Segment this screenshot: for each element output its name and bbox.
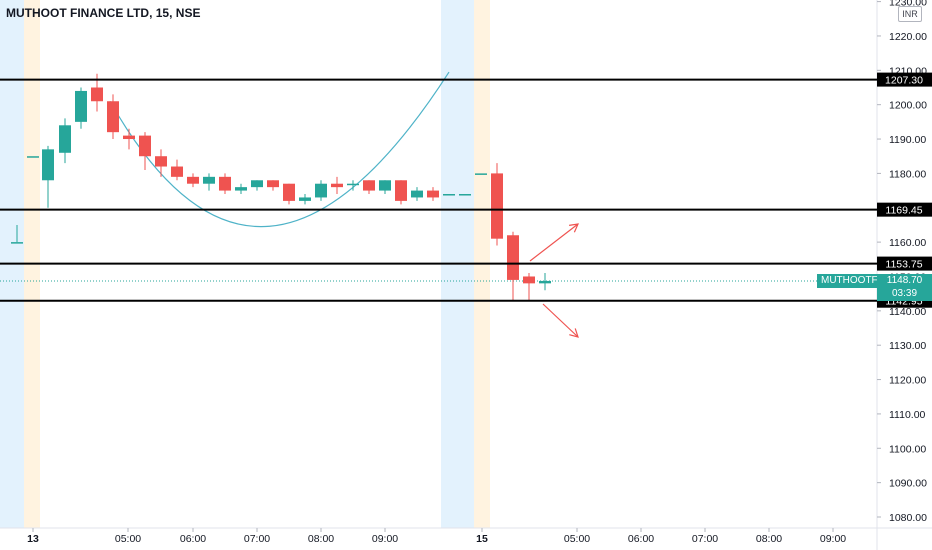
candle-body: [443, 194, 455, 196]
candle-body: [459, 194, 471, 196]
candle-body: [251, 180, 263, 188]
candle-body: [219, 176, 231, 191]
arrow-down-head: [569, 328, 579, 338]
candle-body: [427, 190, 439, 198]
y-tick-label: 1090.00: [889, 478, 927, 490]
candle-body: [523, 276, 535, 284]
x-tick-label: 05:00: [115, 533, 141, 545]
y-tick-label: 1130.00: [889, 340, 926, 352]
chart-title: MUTHOOT FINANCE LTD, 15, NSE: [6, 6, 201, 20]
arrow-up-head: [569, 223, 579, 233]
current-price-label: 1148.70 03:39: [877, 274, 932, 301]
candle-body: [283, 183, 295, 201]
x-tick-label: 07:00: [692, 533, 718, 545]
x-tick-label: 07:00: [244, 533, 270, 545]
arrow-up: [529, 223, 579, 262]
x-tick-label: 08:00: [308, 533, 334, 545]
arrow-down: [542, 303, 579, 338]
candle-body: [75, 90, 87, 122]
x-tick-label: 05:00: [564, 533, 590, 545]
y-tick-label: 1180.00: [889, 168, 926, 180]
candle-body: [171, 166, 183, 177]
y-tick-label: 1230.00: [889, 0, 927, 9]
candle-body: [411, 190, 423, 198]
candle-body: [203, 176, 215, 184]
level-label: 1207.30: [885, 75, 923, 87]
candle-body: [331, 183, 343, 188]
candle-body: [235, 187, 247, 191]
level-label-bg: [877, 202, 932, 217]
candle-body: [491, 173, 503, 239]
y-tick-label: 1080.00: [889, 512, 927, 524]
candle-body: [347, 183, 359, 186]
x-tick-label: 06:00: [628, 533, 654, 545]
candle-body: [187, 176, 199, 184]
x-tick-label: 09:00: [372, 533, 398, 545]
parabolic-curve: [109, 71, 450, 228]
y-tick-label: 1100.00: [889, 443, 926, 455]
candle-body: [27, 156, 39, 158]
level-label-bg: [877, 256, 932, 271]
candle-body: [507, 235, 519, 280]
y-tick-label: 1200.00: [889, 100, 927, 112]
candle-body: [379, 180, 391, 191]
candle-body: [11, 242, 23, 244]
level-label: 1169.45: [885, 205, 922, 217]
candle-body: [363, 180, 375, 191]
y-tick-label: 1120.00: [889, 375, 926, 387]
y-tick-label: 1140.00: [889, 306, 926, 318]
candle-body: [91, 87, 103, 102]
y-tick-label: 1220.00: [889, 31, 927, 43]
candle-body: [155, 156, 167, 167]
candle-body: [59, 125, 71, 153]
current-price-value: 1148.70: [886, 275, 923, 286]
candle-body: [539, 280, 551, 284]
x-tick-label: 15: [476, 533, 488, 545]
candle-body: [42, 149, 54, 181]
x-tick-label: 06:00: [180, 533, 206, 545]
candle-body: [139, 135, 151, 157]
level-label: 1153.75: [885, 259, 922, 271]
x-tick-label: 09:00: [820, 533, 846, 545]
y-tick-label: 1160.00: [889, 237, 926, 249]
candle-body: [107, 101, 119, 133]
candle-body: [299, 197, 311, 201]
candle-body: [475, 173, 487, 175]
candle-body: [123, 135, 135, 140]
bar-countdown: 03:39: [891, 288, 918, 299]
candle-body: [267, 180, 279, 188]
x-tick-label: 08:00: [756, 533, 782, 545]
level-label-bg: [877, 72, 932, 87]
current-symbol-label: MUTHOOTFIN: [817, 274, 888, 288]
candle-body: [315, 183, 327, 198]
y-tick-label: 1110.00: [889, 409, 926, 421]
y-tick-label: 1190.00: [889, 134, 926, 146]
candle-body: [395, 180, 407, 201]
x-tick-label: 13: [27, 533, 39, 545]
currency-badge[interactable]: INR: [898, 6, 922, 22]
